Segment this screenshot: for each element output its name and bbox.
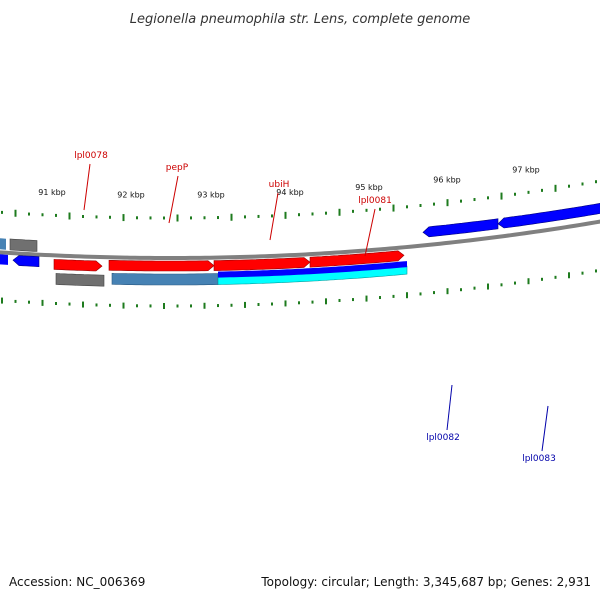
gene-blue-left-edge <box>0 254 8 265</box>
backbone-line <box>0 219 600 260</box>
scale-label: 94 kbp <box>276 188 304 197</box>
gene-lpl0083 <box>497 203 600 229</box>
gene-label: pepP <box>166 163 189 173</box>
gene-label-leader <box>168 175 179 224</box>
scale-label: 96 kbp <box>433 176 461 185</box>
gene-red-1 <box>53 259 103 272</box>
gene-labels: lpl0078 pepP ubiH lpl0081 lpl0082 lpl0083 <box>74 151 556 464</box>
scale-label: 91 kbp <box>38 188 66 197</box>
scale-label: 93 kbp <box>197 191 225 200</box>
scale-label: 95 kbp <box>355 183 383 192</box>
gene-label: lpl0081 <box>358 196 392 206</box>
gene-red-3 <box>213 257 311 271</box>
gene-label-leader <box>446 384 453 431</box>
gene-label: ubiH <box>269 180 290 190</box>
scale-label: 97 kbp <box>512 166 540 175</box>
gene-red-2 <box>108 260 215 272</box>
gene-label-leader <box>541 405 549 452</box>
gene-steel-left-edge <box>0 238 6 250</box>
accession-text: Accession: NC_006369 <box>9 575 145 589</box>
topology-text: Topology: circular; Length: 3,345,687 bp… <box>260 575 591 589</box>
gene-features <box>0 203 600 287</box>
gene-gray-left <box>9 238 38 252</box>
gene-lpl0082 <box>422 218 499 238</box>
gene-blue-left <box>12 255 40 268</box>
scale-label: 92 kbp <box>117 191 145 200</box>
genome-backbone <box>0 219 600 260</box>
gene-label: lpl0083 <box>522 454 556 464</box>
gene-label-leader <box>269 192 279 241</box>
scale-labels: 91 kbp 92 kbp 93 kbp 94 kbp 95 kbp 96 kbp 97 k… <box>38 166 540 200</box>
gene-pepP-box <box>111 272 219 286</box>
gene-ubiH-blue <box>218 261 407 278</box>
map-title: Legionella pneumophila str. Lens, comple… <box>130 12 471 27</box>
gene-label-leader <box>83 163 91 211</box>
gene-label: lpl0082 <box>426 433 460 443</box>
gc-skew-track <box>1 180 597 309</box>
gene-label: lpl0078 <box>74 151 108 161</box>
gene-lpl0078-box <box>55 273 105 287</box>
gene-red-4 <box>309 250 405 268</box>
gene-label-leader <box>364 208 376 257</box>
